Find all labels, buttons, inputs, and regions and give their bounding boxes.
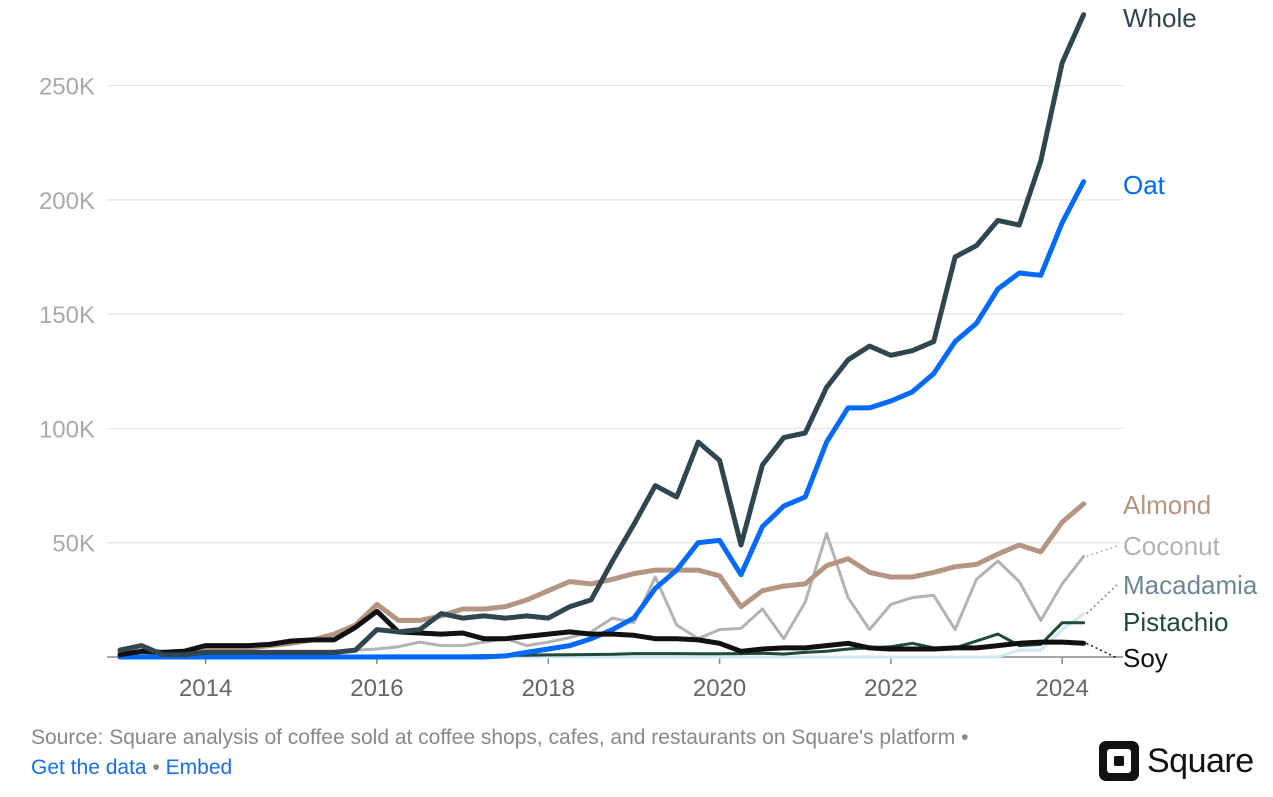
y-tick-label: 100K [39,416,95,443]
series-label-oat: Oat [1123,170,1166,200]
square-brand: Square [1099,740,1254,782]
x-axis-ticks: 2014 2016 2018 2020 2022 2024 [179,657,1089,702]
series-label-soy: Soy [1123,643,1168,673]
square-logo-icon [1099,741,1139,781]
embed-link[interactable]: Embed [165,756,233,779]
brand-name: Square [1147,741,1254,780]
series-label-whole: Whole [1123,3,1197,33]
label-leader-macadamia [1086,584,1118,615]
gridlines [107,84,1123,658]
x-tick-label: 2020 [693,675,746,702]
source-note: Source: Square analysis of coffee sold a… [31,726,956,749]
y-tick-label: 50K [52,531,95,558]
x-tick-label: 2016 [350,675,403,702]
x-tick-label: 2014 [179,675,232,702]
series-line-oat [117,179,1087,660]
separator-1: • [961,726,969,749]
y-tick-label: 150K [39,302,95,329]
series-line-soy [117,608,1087,658]
series-labels: Coconut Macadamia Almond Pistachio Oat Soy Who… [1086,3,1258,673]
label-leader-soy [1086,642,1118,659]
series-label-almond: Almond [1123,490,1211,520]
line-chart: 50K 100K 150K 200K 250K 2014 2016 2018 2020 2022… [39,3,1258,702]
series-label-pistachio: Pistachio [1123,607,1229,637]
chart-footer: Source: Square analysis of coffee sold a… [31,723,1071,783]
label-leader-coconut [1086,545,1118,558]
x-tick-label: 2022 [864,675,917,702]
get-the-data-link[interactable]: Get the data [31,756,147,779]
y-axis-ticks: 50K 100K 150K 200K 250K [39,74,95,558]
y-tick-label: 250K [39,74,95,101]
y-tick-label: 200K [39,188,95,215]
series-lines [117,12,1087,660]
x-tick-label: 2024 [1035,675,1088,702]
x-tick-label: 2018 [522,675,575,702]
series-line-whole [117,12,1087,658]
series-line-coconut [118,532,1086,658]
series-label-coconut: Coconut [1123,531,1221,561]
separator-2: • [152,756,160,779]
series-label-macadamia: Macadamia [1123,570,1258,600]
